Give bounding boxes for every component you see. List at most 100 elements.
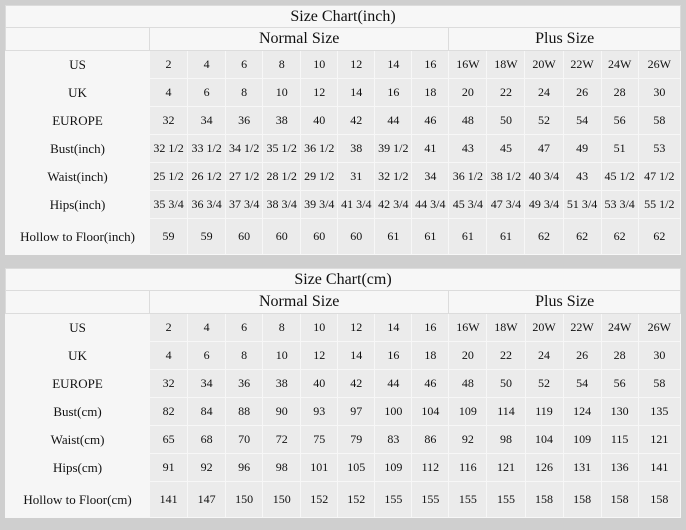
size-cell: 31	[337, 162, 376, 191]
group-plus-size: Plus Size	[448, 290, 681, 314]
size-cell: 68	[187, 425, 227, 454]
size-cell: 130	[600, 397, 639, 426]
size-cell: 98	[486, 425, 526, 454]
corner-cell	[4, 290, 151, 314]
size-cell: 56	[600, 369, 639, 398]
size-cell: 50	[486, 106, 526, 135]
size-cell: 119	[524, 397, 564, 426]
size-cell: 37 3/4	[225, 190, 264, 219]
size-cell: 40	[300, 106, 339, 135]
size-cell: 70	[225, 425, 264, 454]
size-cell: 158	[637, 481, 682, 518]
size-cell: 96	[225, 453, 264, 482]
size-cell: 36 1/2	[300, 134, 339, 163]
size-cell: 26 1/2	[187, 162, 227, 191]
table-row: Bust(cm) 82 84 88 90 93 97 100 104 109 114 119 124 13…	[4, 397, 682, 426]
size-cell: 126	[524, 453, 564, 482]
size-cell: 36 3/4	[187, 190, 227, 219]
size-cell: 49 3/4	[524, 190, 564, 219]
size-cell: 32	[149, 369, 189, 398]
size-cell: 93	[300, 397, 339, 426]
size-cell: 51	[600, 134, 639, 163]
size-cell: 22	[486, 78, 526, 107]
size-cell: 135	[637, 397, 682, 426]
size-cell: 112	[411, 453, 450, 482]
size-cell: 59	[149, 218, 189, 255]
size-cell: 12	[300, 341, 339, 370]
size-cell: 60	[337, 218, 376, 255]
size-cell: 8	[262, 313, 302, 342]
size-cell: 54	[562, 106, 602, 135]
size-cell: 47 3/4	[486, 190, 526, 219]
size-cell: 51 3/4	[562, 190, 602, 219]
size-cell: 24W	[600, 50, 639, 79]
size-cell: 6	[187, 78, 227, 107]
size-cell: 82	[149, 397, 189, 426]
size-cell: 35 3/4	[149, 190, 189, 219]
size-cell: 45 3/4	[448, 190, 488, 219]
size-cell: 60	[300, 218, 339, 255]
group-normal-size: Normal Size	[149, 290, 450, 314]
size-cell: 43	[562, 162, 602, 191]
table-row: Hips(cm) 91 92 96 98 101 105 109 112 116 121 126 131…	[4, 453, 682, 482]
size-cell: 58	[637, 369, 682, 398]
size-cell: 158	[562, 481, 602, 518]
table-row: EUROPE 32 34 36 38 40 42 44 46 48 50 52 54 56 58	[4, 369, 682, 398]
size-cell: 42	[337, 369, 376, 398]
size-cell: 141	[637, 453, 682, 482]
size-cell: 34	[187, 106, 227, 135]
size-cell: 109	[562, 425, 602, 454]
size-cell: 61	[411, 218, 450, 255]
size-cell: 26W	[637, 313, 682, 342]
size-cell: 52	[524, 106, 564, 135]
table-row: Waist(inch) 25 1/2 26 1/2 27 1/2 28 1/2 29 1/…	[4, 162, 682, 191]
size-cell: 45	[486, 134, 526, 163]
size-cell: 150	[225, 481, 264, 518]
size-cell: 59	[187, 218, 227, 255]
size-cell: 25 1/2	[149, 162, 189, 191]
size-cell: 16	[374, 78, 413, 107]
size-cell: 61	[486, 218, 526, 255]
size-cell: 91	[149, 453, 189, 482]
size-cell: 92	[448, 425, 488, 454]
size-cell: 26W	[637, 50, 682, 79]
size-cell: 24	[524, 78, 564, 107]
size-cell: 36 1/2	[448, 162, 488, 191]
size-cell: 44 3/4	[411, 190, 450, 219]
row-label: Bust(inch)	[4, 134, 151, 163]
size-cell: 84	[187, 397, 227, 426]
size-cell: 53	[637, 134, 682, 163]
size-cell: 42	[337, 106, 376, 135]
size-cell: 8	[262, 50, 302, 79]
size-cell: 10	[262, 341, 302, 370]
size-cell: 61	[374, 218, 413, 255]
size-cell: 62	[637, 218, 682, 255]
size-cell: 155	[374, 481, 413, 518]
size-cell: 33 1/2	[187, 134, 227, 163]
size-cell: 14	[374, 50, 413, 79]
size-chart-cm: Size Chart(cm) Normal Size Plus Size US 2 4 6 8…	[4, 268, 682, 518]
size-cell: 16	[374, 341, 413, 370]
size-cell: 22W	[562, 313, 602, 342]
size-cell: 18	[411, 78, 450, 107]
size-cell: 92	[187, 453, 227, 482]
size-cell: 38	[262, 106, 302, 135]
row-label: Hips(inch)	[4, 190, 151, 219]
size-cell: 152	[337, 481, 376, 518]
size-cell: 18W	[486, 50, 526, 79]
table-row: UK 4 6 8 10 12 14 16 18 20 22 24 26 28 30	[4, 341, 682, 370]
size-cell: 79	[337, 425, 376, 454]
table-row: EUROPE 32 34 36 38 40 42 44 46 48 50 52 54 56 58	[4, 106, 682, 135]
size-cell: 24W	[600, 313, 639, 342]
size-cell: 30	[637, 341, 682, 370]
size-cell: 75	[300, 425, 339, 454]
size-cell: 147	[187, 481, 227, 518]
size-cell: 65	[149, 425, 189, 454]
size-cell: 4	[149, 78, 189, 107]
size-cell: 41	[411, 134, 450, 163]
size-cell: 46	[411, 106, 450, 135]
size-cell: 20	[448, 78, 488, 107]
row-label: US	[4, 50, 151, 79]
size-cell: 32 1/2	[374, 162, 413, 191]
size-cell: 18	[411, 341, 450, 370]
